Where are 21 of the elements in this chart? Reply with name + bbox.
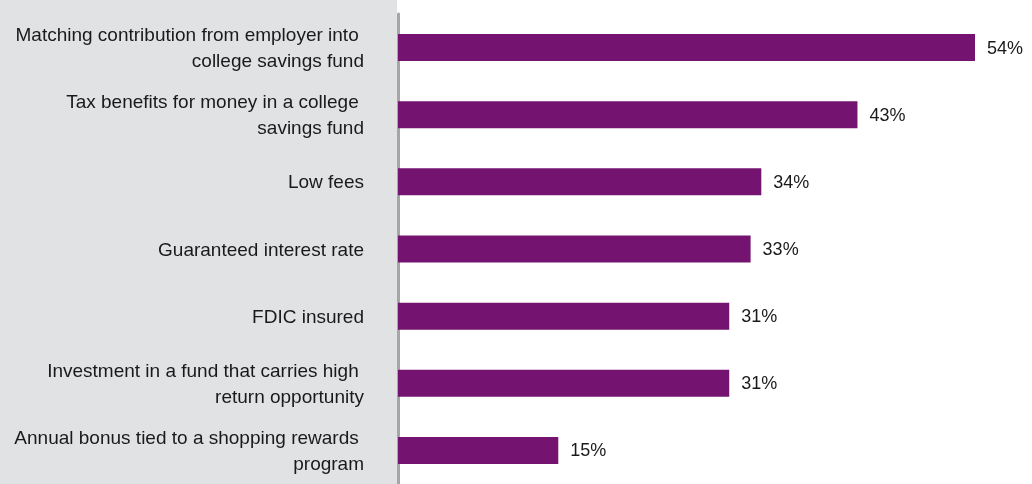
data-label: 15% [570, 440, 607, 461]
data-label: 43% [869, 104, 906, 125]
bar [398, 302, 730, 330]
y-tick-label: Annual bonus tied to a shopping rewards program [14, 426, 364, 474]
y-tick-label: Investment in a fund that carries high return opportunity [47, 359, 365, 407]
y-tick-label: Guaranteed interest rate [158, 238, 364, 260]
data-label: 54% [987, 37, 1024, 58]
bar [398, 34, 975, 62]
bar [398, 369, 730, 397]
bar [398, 235, 751, 263]
bar [398, 436, 559, 464]
y-tick-label: Tax benefits for money in a college savings fund [66, 91, 364, 139]
data-label: 31% [741, 373, 778, 394]
data-label: 34% [773, 171, 810, 192]
y-tick-label: Matching contribution from employer into college savings fund [15, 24, 364, 72]
data-label: 31% [741, 306, 778, 327]
bar [398, 101, 858, 129]
y-tick-label: FDIC insured [252, 305, 364, 327]
data-label: 33% [762, 239, 799, 259]
bar [398, 168, 762, 196]
y-tick-label: Low fees [287, 171, 364, 193]
